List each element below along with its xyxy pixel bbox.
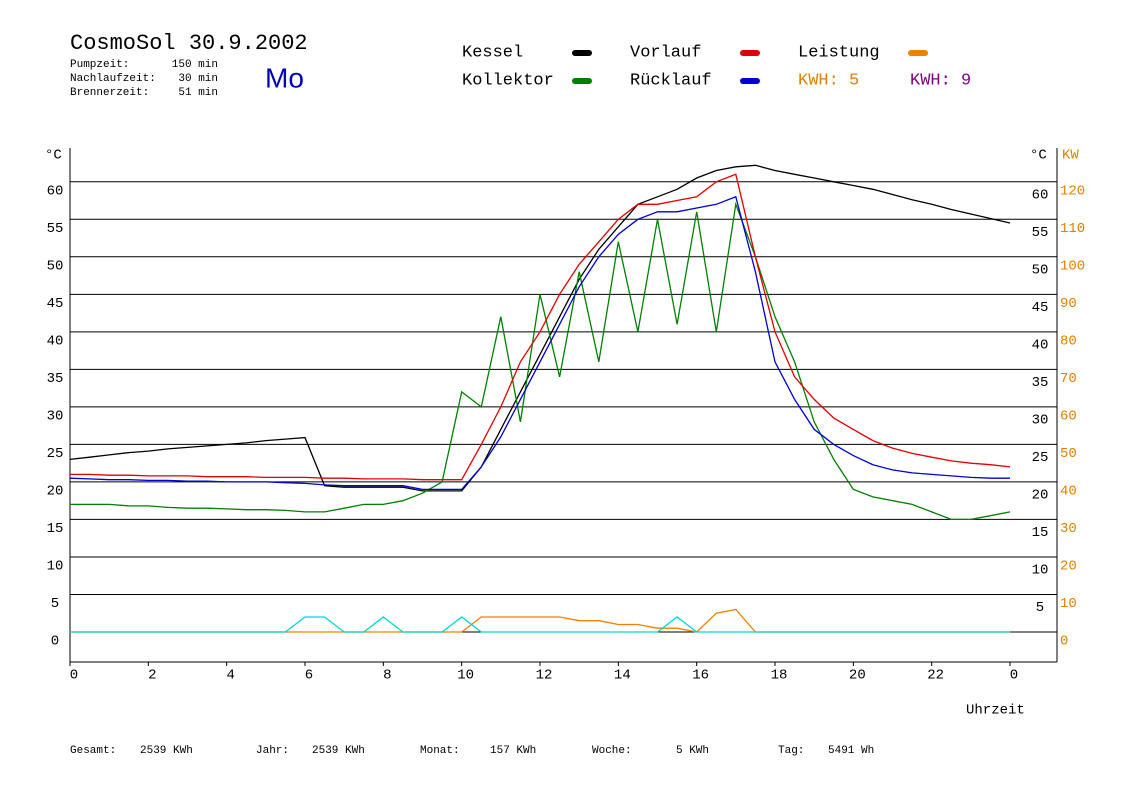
y-tick-label: 5 xyxy=(51,596,59,612)
y-right-tick-label: 35 xyxy=(1032,375,1049,391)
stat-value: 51 min xyxy=(178,87,218,99)
x-tick-label: 10 xyxy=(457,668,474,684)
y-right-tick-label: 20 xyxy=(1032,488,1049,504)
y-axis-unit: °C xyxy=(45,148,62,164)
y-tick-label: 10 xyxy=(47,559,64,575)
x-tick-label: 0 xyxy=(70,668,78,684)
legend-label: Kessel xyxy=(462,43,523,62)
x-tick-label: 20 xyxy=(849,668,866,684)
y-tick-label: 40 xyxy=(47,334,64,350)
footer-value: 2539 KWh xyxy=(312,745,365,757)
footer-label: Gesamt: xyxy=(70,745,116,757)
footer-value: 5491 Wh xyxy=(828,745,874,757)
y2-tick-label: 100 xyxy=(1060,259,1085,275)
kwh-label: KWH: 9 xyxy=(910,71,971,90)
x-tick-label: 12 xyxy=(536,668,553,684)
y2-tick-label: 90 xyxy=(1060,296,1077,312)
y-tick-label: 55 xyxy=(47,221,64,237)
x-tick-label: 16 xyxy=(692,668,709,684)
y2-tick-label: 10 xyxy=(1060,596,1077,612)
y-right-tick-label: 50 xyxy=(1032,263,1049,279)
y2-tick-label: 120 xyxy=(1060,183,1085,199)
x-tick-label: 0 xyxy=(1010,668,1018,684)
legend-label: Kollektor xyxy=(462,71,554,90)
legend-label: Vorlauf xyxy=(630,43,701,62)
y-tick-label: 30 xyxy=(47,409,64,425)
footer-value: 2539 KWh xyxy=(140,745,193,757)
y2-tick-label: 40 xyxy=(1060,484,1077,500)
y-right-tick-label: 30 xyxy=(1032,413,1049,429)
y2-tick-label: 20 xyxy=(1060,559,1077,575)
footer-value: 157 KWh xyxy=(490,745,536,757)
x-tick-label: 2 xyxy=(148,668,156,684)
y-tick-label: 20 xyxy=(47,484,64,500)
footer-label: Monat: xyxy=(420,745,460,757)
y2-tick-label: 60 xyxy=(1060,409,1077,425)
y-tick-label: 35 xyxy=(47,371,64,387)
y-right-tick-label: 10 xyxy=(1032,563,1049,579)
series-line xyxy=(70,173,1011,481)
legend-label: Leistung xyxy=(798,43,880,62)
y-tick-label: 45 xyxy=(47,296,64,312)
stat-value: 150 min xyxy=(172,59,218,71)
y2-tick-label: 0 xyxy=(1060,634,1068,650)
x-tick-label: 8 xyxy=(383,668,391,684)
y-tick-label: 0 xyxy=(51,634,59,650)
series-line xyxy=(69,195,1010,491)
series-line xyxy=(70,616,1010,633)
x-tick-label: 18 xyxy=(771,668,788,684)
y-tick-label: 15 xyxy=(47,521,64,537)
stat-label: Brennerzeit: xyxy=(70,87,149,99)
series-line xyxy=(70,608,1010,633)
y2-tick-label: 30 xyxy=(1060,521,1077,537)
day-label: Mo xyxy=(265,62,304,93)
y2-tick-label: 80 xyxy=(1060,334,1077,350)
y-right-axis-unit: °C xyxy=(1030,148,1047,164)
y-right-tick-label: 55 xyxy=(1032,225,1049,241)
y-tick-label: 50 xyxy=(47,259,64,275)
x-tick-label: 22 xyxy=(927,668,944,684)
legend-label: Rücklauf xyxy=(630,71,712,90)
y-tick-label: 25 xyxy=(47,446,64,462)
x-tick-label: 6 xyxy=(305,668,313,684)
series-line xyxy=(69,164,1011,492)
y-tick-label: 60 xyxy=(47,183,64,199)
y2-tick-label: 70 xyxy=(1060,371,1077,387)
stat-label: Pumpzeit: xyxy=(70,59,129,71)
footer-label: Tag: xyxy=(778,745,804,757)
y2-tick-label: 50 xyxy=(1060,446,1077,462)
footer-value: 5 KWh xyxy=(676,745,709,757)
y-right-tick-label: 15 xyxy=(1032,525,1049,541)
kwh-label: KWH: 5 xyxy=(798,71,859,90)
footer-label: Woche: xyxy=(592,745,632,757)
footer-label: Jahr: xyxy=(256,745,289,757)
y-right-tick-label: 60 xyxy=(1032,187,1049,203)
y-right-tick-label: 25 xyxy=(1032,450,1049,466)
y2-axis-unit: KW xyxy=(1062,148,1079,164)
x-axis-label: Uhrzeit xyxy=(966,703,1025,719)
chart-title: CosmoSol 30.9.2002 xyxy=(70,31,308,56)
x-tick-label: 4 xyxy=(226,668,234,684)
y-right-tick-label: 5 xyxy=(1036,600,1044,616)
stat-label: Nachlaufzeit: xyxy=(70,73,156,85)
stat-value: 30 min xyxy=(178,73,218,85)
y-right-tick-label: 45 xyxy=(1032,300,1049,316)
x-tick-label: 14 xyxy=(614,668,631,684)
y-right-tick-label: 40 xyxy=(1032,338,1049,354)
series-line xyxy=(70,201,1011,521)
y2-tick-label: 110 xyxy=(1060,221,1085,237)
